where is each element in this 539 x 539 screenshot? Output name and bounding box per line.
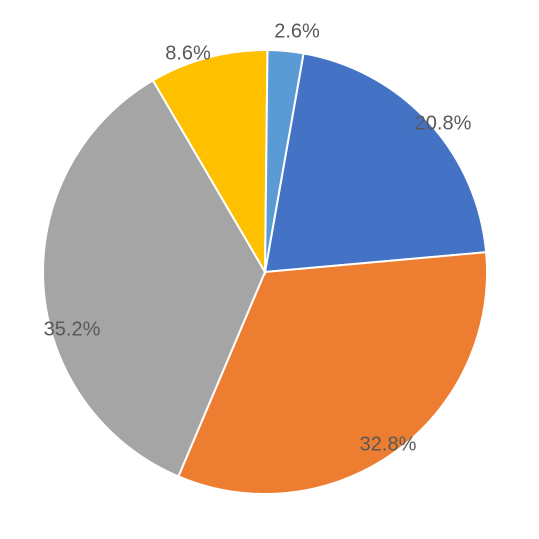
pie-chart-svg xyxy=(0,0,539,539)
pie-chart: 20.8%32.8%35.2%8.6%2.6% xyxy=(0,0,539,539)
